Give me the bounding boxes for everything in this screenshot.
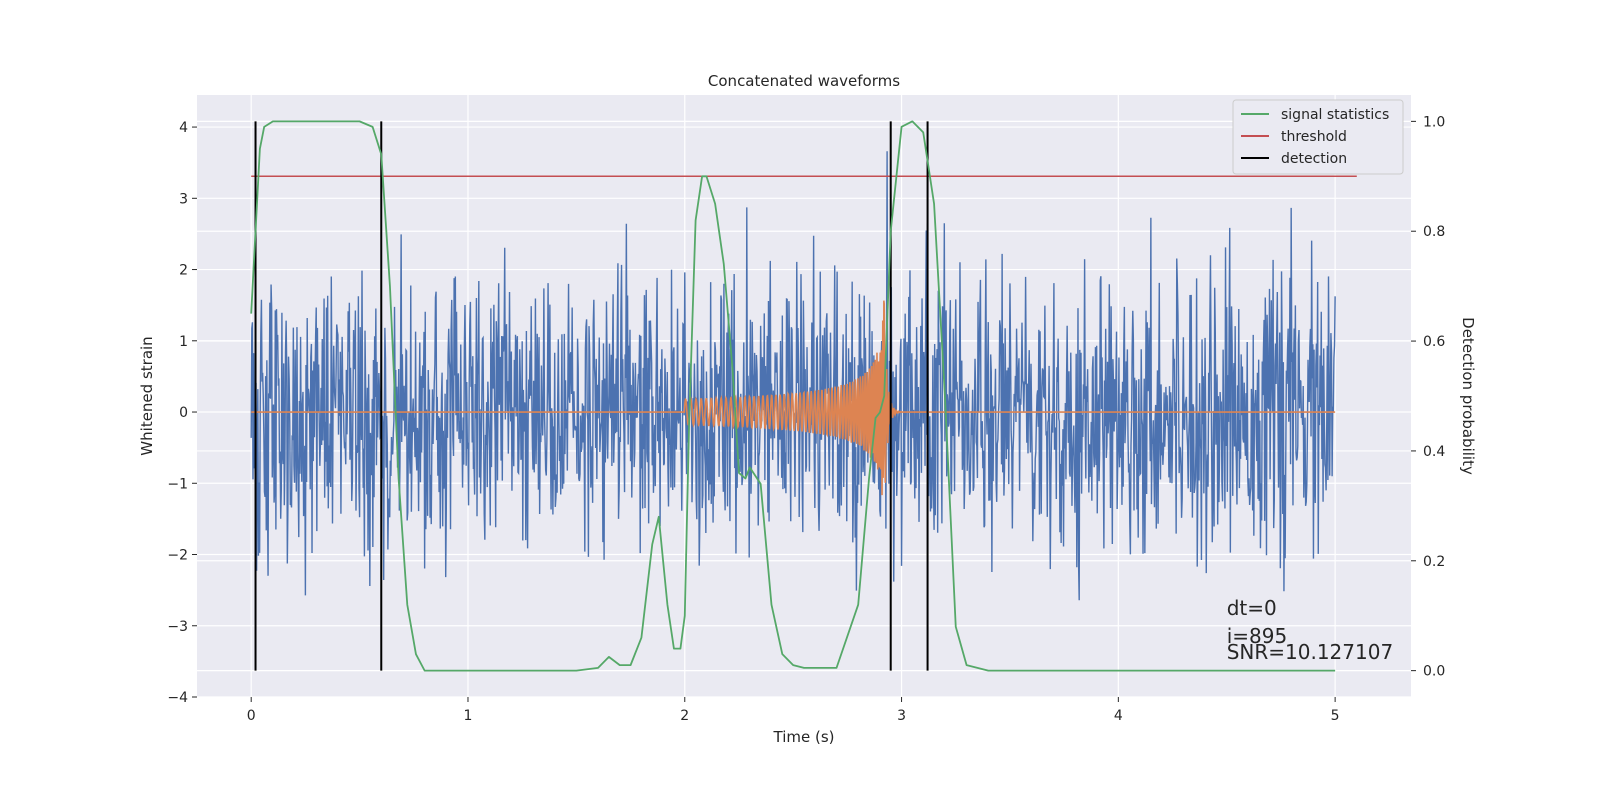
y-tick-label: 1 (179, 334, 188, 350)
x-tick-label: 4 (1114, 708, 1123, 724)
detection-series (254, 121, 929, 671)
y-tick-label: −4 (167, 690, 188, 706)
x-axis-label: Time (s) (773, 728, 835, 746)
y-tick-label: −1 (167, 476, 188, 492)
y2-tick-label: 0.6 (1423, 334, 1445, 350)
legend: signal statistics threshold detection (1232, 99, 1404, 175)
y-tick-label: 4 (179, 120, 188, 136)
y2-tick-label: 0.4 (1423, 444, 1445, 460)
y-tick-label: −3 (167, 619, 188, 635)
x-tick-label: 5 (1331, 708, 1340, 724)
y2-tick-label: 0.2 (1423, 554, 1445, 570)
chart-title: Concatenated waveforms (708, 72, 900, 90)
y2-axis-label: Detection probability (1459, 317, 1477, 475)
annotation-snr: SNR=10.127107 (1227, 640, 1393, 664)
y-tick-label: 2 (179, 263, 188, 279)
legend-label-detection: detection (1281, 151, 1347, 167)
y2-tick-label: 1.0 (1423, 114, 1445, 130)
signal-statistics-line (250, 120, 1336, 672)
y-axis-label: Whitened strain (138, 336, 156, 455)
signal-statistics-series (250, 120, 1336, 672)
legend-box (1232, 99, 1404, 175)
x-tick-label: 3 (897, 708, 906, 724)
legend-label-threshold: threshold (1281, 129, 1347, 145)
y-tick-label: 0 (179, 405, 188, 421)
y2-tick-label: 0.0 (1423, 664, 1445, 680)
y2-tick-label: 0.8 (1423, 224, 1445, 240)
x-tick-label: 1 (464, 708, 473, 724)
waveform-series (251, 300, 1336, 496)
x-tick-label: 0 (247, 708, 256, 724)
ticks: 0 1 2 3 4 5 −4 −3 −2 −1 0 1 2 3 4 0.0 0.2 0.4 0.6 0.8 1.0 (167, 114, 1445, 724)
annotation-index: i=895 (1227, 624, 1288, 648)
y-tick-label: −2 (167, 548, 188, 564)
waveform-line (251, 300, 1336, 496)
annotation-dt: dt=0 (1227, 596, 1277, 620)
legend-label-signal-statistics: signal statistics (1281, 107, 1389, 123)
x-tick-label: 2 (680, 708, 689, 724)
y-tick-label: 3 (179, 191, 188, 207)
